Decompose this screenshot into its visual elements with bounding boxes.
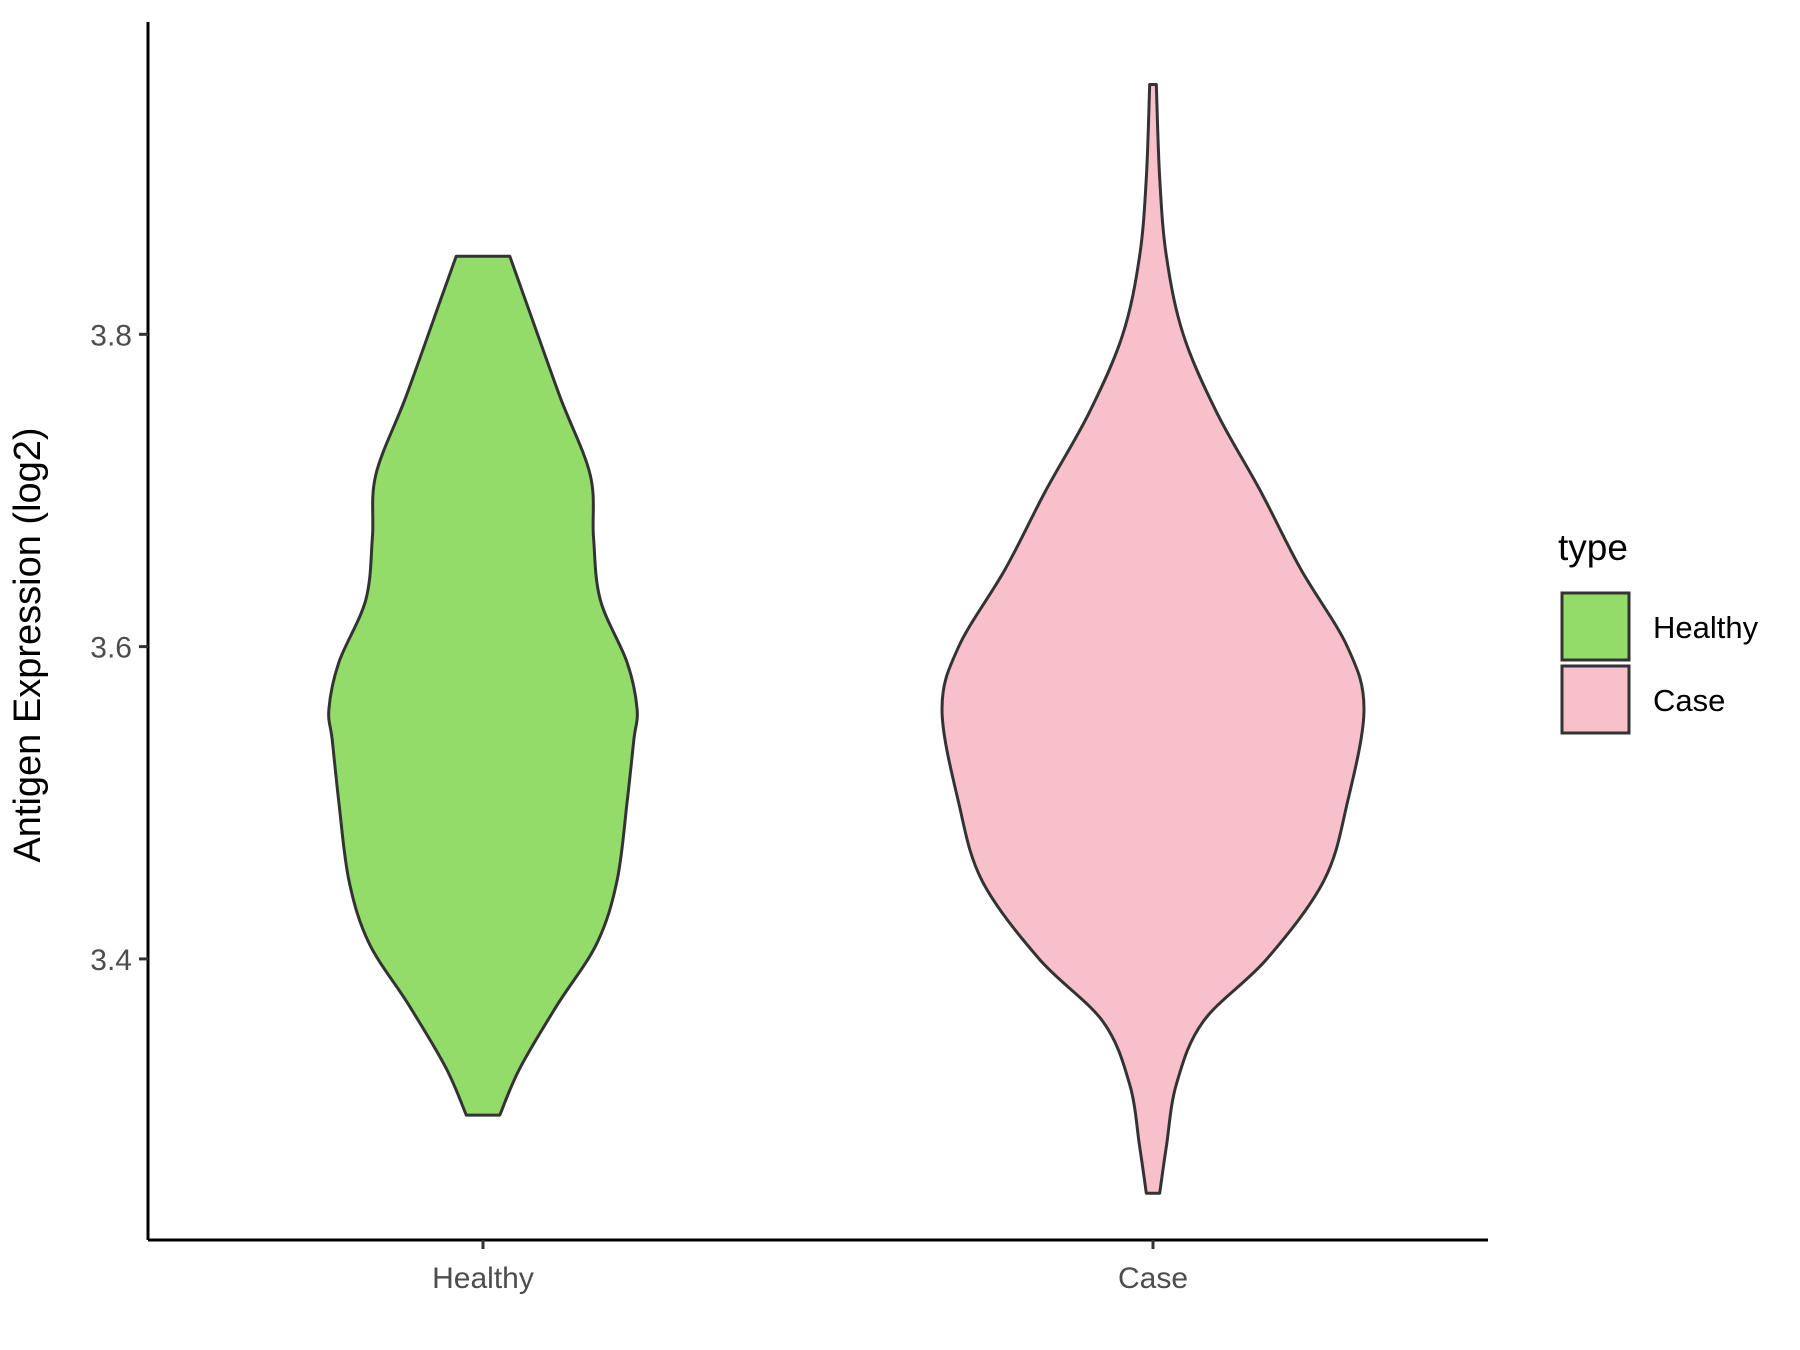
violins-layer [327,83,1366,1195]
violin-healthy [327,254,639,1117]
legend-label-case: Case [1653,683,1725,718]
y-tick-label: 3.6 [90,632,132,665]
y-tick-label: 3.8 [90,319,132,352]
legend: type Healthy Case [1558,527,1759,735]
x-axis-ticks: Healthy Case [432,1240,1188,1295]
legend-items: Healthy Case [1560,591,1759,735]
y-axis-ticks: 3.4 3.6 3.8 [90,319,148,977]
legend-key-case [1560,664,1631,735]
legend-title: type [1558,527,1628,568]
y-axis-title: Antigen Expression (log2) [7,427,49,862]
violin-case [940,83,1366,1195]
x-tick-label-healthy: Healthy [432,1262,534,1295]
legend-label-healthy: Healthy [1653,610,1759,645]
x-tick-label-case: Case [1118,1262,1188,1295]
y-tick-label: 3.4 [90,944,132,977]
legend-key-healthy [1560,591,1631,662]
